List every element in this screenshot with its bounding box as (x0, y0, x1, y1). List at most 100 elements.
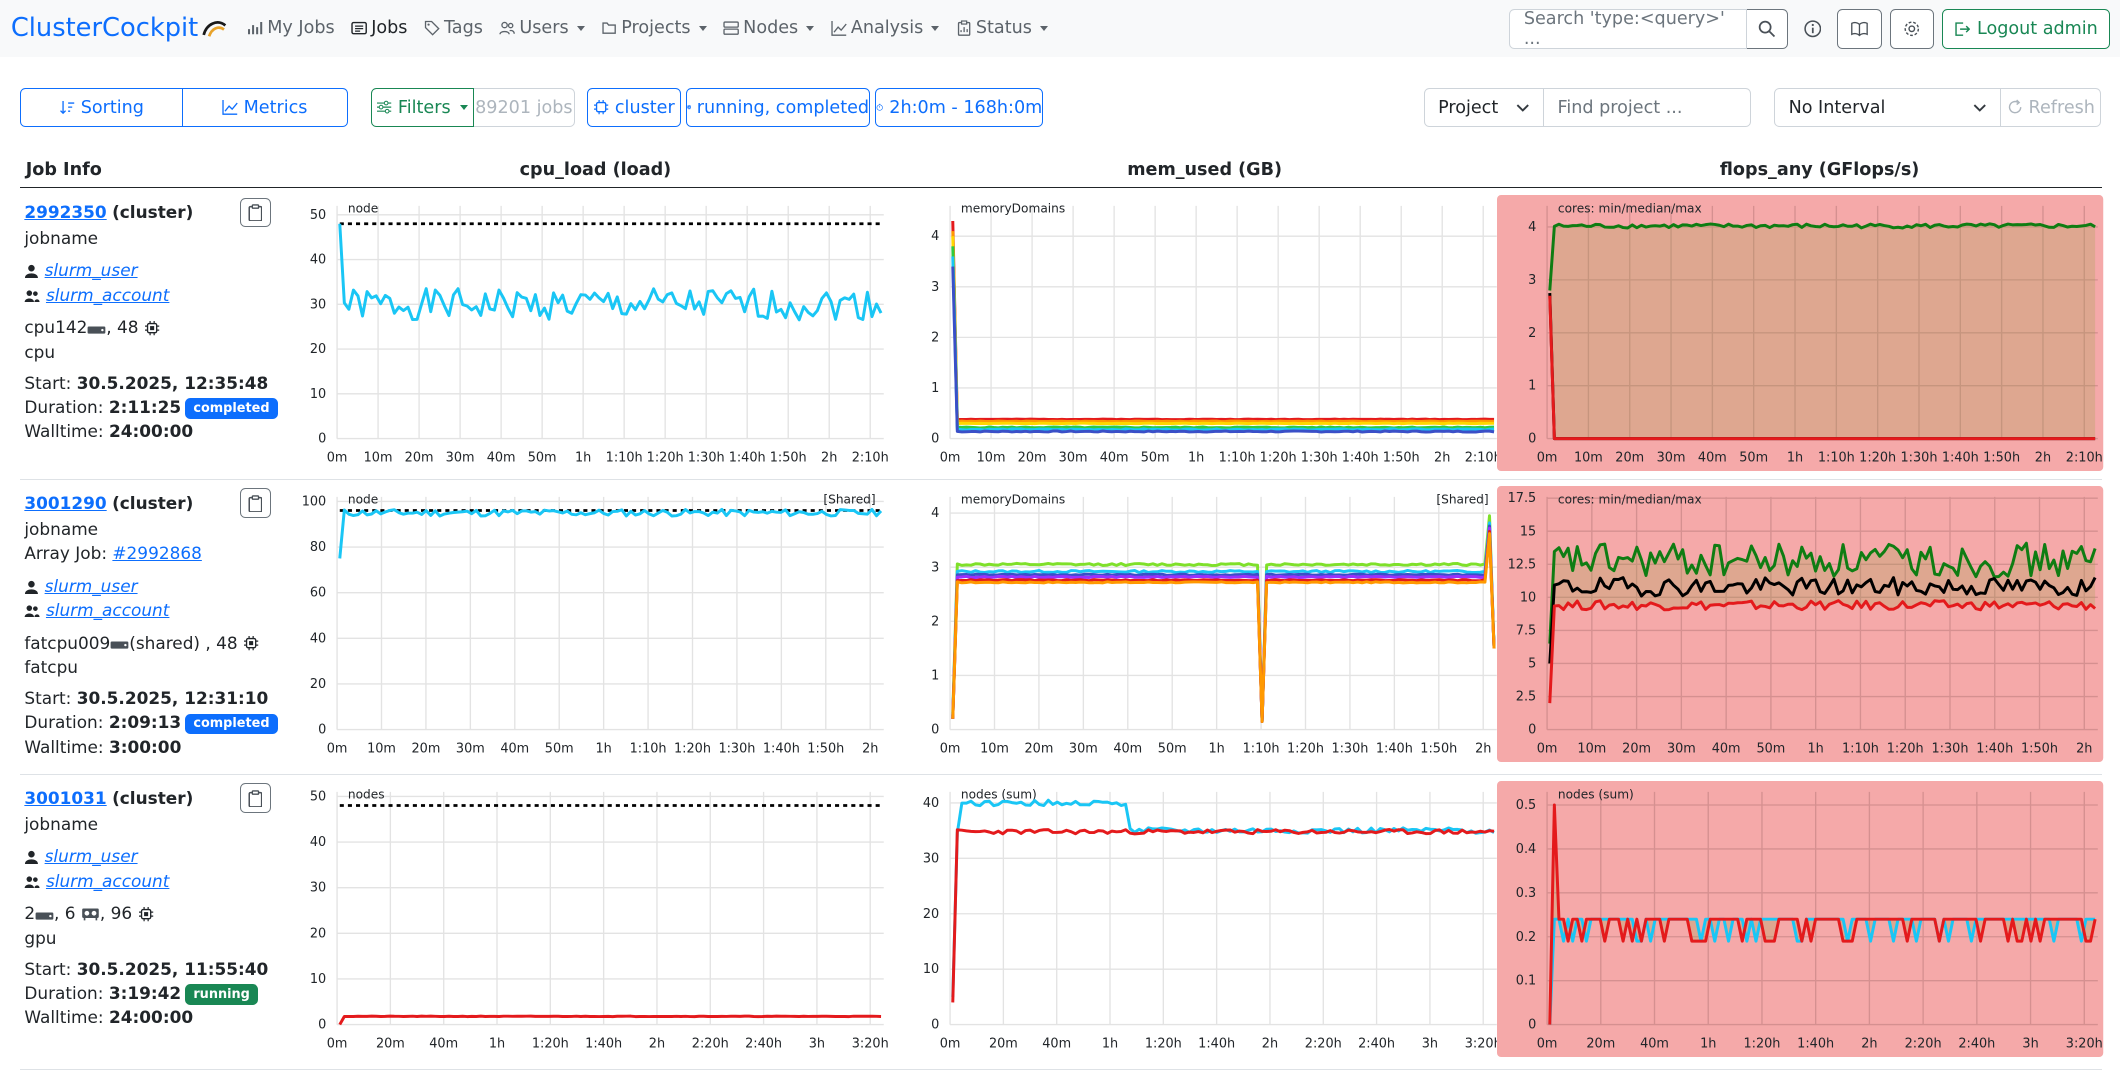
job-resources: fatcpu009 (shared) , 48 (24, 631, 259, 655)
cluster-filter-pill[interactable]: cluster (587, 87, 681, 128)
nav-item-label: Projects (621, 18, 691, 39)
job-row: 3001031 (cluster) jobname slurm_user slur… (20, 775, 2103, 1071)
y-tick-label: 40 (310, 252, 326, 267)
job-resources: 2 , 6 , 96 (24, 901, 153, 925)
series-line (951, 235, 1494, 425)
x-tick-label: 1:10h (1842, 741, 1879, 756)
user-link[interactable]: slurm_user (44, 846, 138, 867)
project-select[interactable]: Project (1423, 87, 1544, 128)
series-line (951, 827, 1495, 1003)
plot-label: cores: min/median/max (1558, 201, 1702, 215)
sort-icon (60, 101, 75, 115)
sorting-button[interactable]: Sorting (20, 87, 183, 128)
cpu-load-plot: 0 10 20 30 40 50 0m 20m 40m 1h 1:20h 1:40h 2h 2:20h 2:… (287, 781, 889, 1060)
person-icon (25, 265, 39, 279)
state-filter-label: running, completed (696, 97, 870, 118)
brand[interactable]: ClusterCockpit (11, 13, 228, 43)
y-tick-label: 80 (310, 540, 326, 555)
y-tick-label: 17.5 (1507, 491, 1536, 506)
nav-item-label: Users (519, 18, 569, 39)
account-link[interactable]: slurm_account (45, 870, 170, 891)
sorting-label: Sorting (80, 97, 144, 118)
book-icon (1851, 22, 1868, 37)
x-tick-label: 1:10h (1219, 450, 1256, 465)
duration-label: Duration: (24, 397, 109, 418)
job-id-link[interactable]: 3001290 (24, 493, 107, 514)
series-line (951, 526, 1496, 723)
copy-job-button[interactable] (239, 488, 271, 519)
walltime-value: 3:00:00 (109, 736, 182, 757)
account-link[interactable]: slurm_account (45, 600, 170, 621)
clipboard-icon (248, 789, 262, 808)
nav-item-jobs[interactable]: Jobs (351, 18, 407, 38)
nav-item-projects[interactable]: Projects (601, 18, 707, 38)
nav-item-analysis[interactable]: Analysis (830, 18, 940, 38)
duration-filter-label: 2h:0m - 168h:0m (889, 97, 1043, 118)
series-line (338, 507, 883, 559)
y-tick-label: 1 (931, 668, 939, 683)
nav-item-status[interactable]: Status (956, 18, 1048, 38)
cluster-filter-label: cluster (614, 97, 675, 118)
x-tick-label: 1:30h (1301, 450, 1338, 465)
array-job-link[interactable]: #2992868 (112, 543, 202, 564)
y-tick-label: 20 (923, 907, 939, 922)
series-line (1547, 222, 2096, 291)
docs-button[interactable] (1836, 9, 1883, 49)
series-line (951, 531, 1496, 723)
duration-filter-pill[interactable]: 2h:0m - 168h:0m (875, 87, 1044, 128)
project-search-input[interactable]: Find project ... (1543, 87, 1752, 128)
x-tick-label: 20m (411, 741, 440, 756)
plot-tag: [Shared] (823, 492, 875, 506)
walltime-label: Walltime: (24, 421, 109, 442)
job-id-link[interactable]: 2992350 (24, 202, 107, 223)
nav-item-nodes[interactable]: Nodes (723, 18, 815, 38)
refresh-button[interactable]: Refresh (2001, 87, 2102, 128)
sort-metrics-group: Sorting Metrics (20, 87, 348, 128)
min-max-area (1549, 223, 2095, 439)
x-tick-label: 2:40h (745, 1036, 782, 1051)
x-tick-label: 20m (989, 1036, 1018, 1051)
interval-select[interactable]: No Interval (1774, 87, 2002, 128)
copy-job-button[interactable] (239, 197, 271, 228)
y-tick-label: 40 (310, 631, 326, 646)
folder-icon (602, 22, 616, 35)
metrics-button[interactable]: Metrics (182, 87, 348, 128)
user-link[interactable]: slurm_user (44, 575, 138, 596)
nav-item-my-jobs[interactable]: My Jobs (247, 18, 335, 38)
x-tick-label: 1:40h (585, 1036, 622, 1051)
graph-icon (222, 100, 238, 116)
x-tick-label: 50m (1756, 741, 1785, 756)
nav-item-tags[interactable]: Tags (424, 18, 483, 38)
copy-job-button[interactable] (239, 783, 271, 814)
x-tick-label: 1:40h (1376, 741, 1413, 756)
y-tick-label: 20 (310, 677, 326, 692)
job-cluster: (cluster) (112, 788, 194, 809)
search-button[interactable] (1747, 9, 1789, 49)
cpu-icon (144, 320, 160, 335)
hdd-rack-icon (87, 326, 106, 334)
x-tick-label: 1h (1700, 1036, 1716, 1051)
settings-button[interactable] (1890, 9, 1935, 49)
y-tick-label: 0 (931, 1017, 939, 1032)
state-filter-pill[interactable]: running, completed (686, 87, 871, 128)
job-id-link[interactable]: 3001031 (24, 788, 107, 809)
filters-button[interactable]: Filters (370, 87, 474, 128)
x-tick-label: 3h (1422, 1036, 1438, 1051)
nav-item-label: Tags (443, 18, 483, 39)
account-link[interactable]: slurm_account (45, 284, 170, 305)
resource-cores: , 96 (99, 903, 133, 924)
x-tick-label: 30m (456, 741, 485, 756)
user-link[interactable]: slurm_user (44, 260, 138, 281)
nav-item-users[interactable]: Users (499, 18, 585, 38)
x-tick-label: 50m (528, 450, 557, 465)
cpu_load-chart: 0 10 20 30 40 50 0m 20m 40m 1h 1:20h 1:40h 2h 2:20h 2:… (310, 787, 889, 1051)
search-input[interactable]: Search 'type:<query>' ... (1509, 9, 1748, 49)
logout-button[interactable]: Logout admin (1942, 9, 2110, 49)
y-tick-label: 0.3 (1515, 886, 1535, 901)
plot-label: memoryDomains (961, 201, 1065, 215)
x-tick-label: 3:20h (2065, 1036, 2102, 1051)
mem-used-plot: 0 10 20 30 40 0m 20m 40m 1h 1:20h 1:40h 2h 2:20h 2:40… (900, 781, 1502, 1060)
x-tick-label: 1:10h (1242, 741, 1279, 756)
info-button[interactable] (1796, 9, 1828, 48)
y-tick-label: 3 (1528, 273, 1536, 288)
